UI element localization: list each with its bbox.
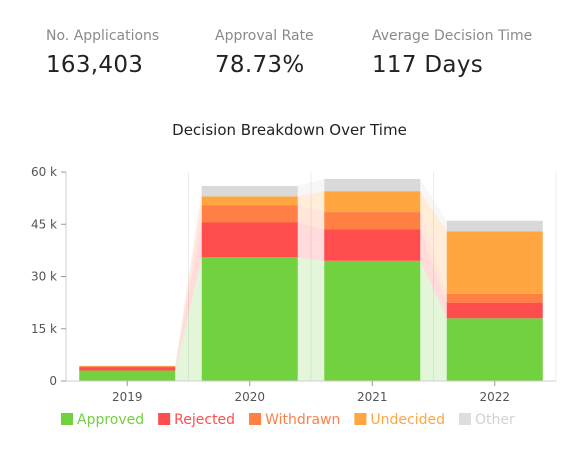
y-tick-label: 60 k	[31, 165, 57, 179]
connector-band	[175, 185, 202, 367]
legend-item: Withdrawn	[265, 412, 340, 428]
connector-band	[297, 191, 325, 213]
bars	[79, 178, 543, 381]
connector-band	[297, 257, 325, 381]
connector-band	[297, 205, 325, 230]
kpi-value: 117 Days	[372, 52, 484, 78]
legend-item: Undecided	[370, 412, 445, 428]
kpi-decision-time: Average Decision Time 117 Days	[372, 28, 532, 78]
x-tick-label: 2020	[234, 390, 265, 404]
bar-segment	[446, 302, 543, 319]
kpi-value: 78.73%	[215, 52, 305, 78]
bar-segment	[324, 260, 421, 381]
bar-segment	[446, 318, 543, 381]
kpi-label: Approval Rate	[215, 28, 314, 44]
bar-segment	[446, 220, 543, 232]
legend-item: Rejected	[174, 412, 235, 428]
legend-item: Approved	[77, 412, 144, 428]
bar-segment	[201, 185, 298, 197]
bar-segment	[324, 229, 421, 261]
bar-segment	[201, 205, 298, 223]
kpi-label: Average Decision Time	[372, 28, 533, 44]
bar-segment	[79, 367, 176, 371]
connector-band	[297, 222, 325, 261]
connector-bands	[175, 178, 447, 381]
kpi-applications: No. Applications 163,403	[46, 28, 159, 78]
legend-swatch	[61, 413, 73, 425]
x-tick-label: 2022	[479, 390, 510, 404]
bar-segment	[201, 196, 298, 206]
legend-swatch	[354, 413, 367, 425]
bar-segment	[201, 257, 298, 381]
x-tick-label: 2019	[112, 390, 143, 404]
bar-segment	[79, 366, 176, 368]
connector-band	[420, 229, 447, 319]
connector-band	[175, 257, 202, 381]
legend-swatch	[158, 413, 171, 425]
connector-band	[175, 222, 202, 371]
connector-band	[420, 212, 447, 303]
kpi-label: No. Applications	[46, 28, 160, 44]
y-tick-label: 30 k	[31, 270, 57, 284]
connector-band	[420, 178, 447, 232]
connector-band	[420, 191, 447, 294]
chart-title: Decision Breakdown Over Time	[172, 121, 407, 139]
legend: Approved Rejected Withdrawn Undecided Other	[61, 412, 515, 428]
y-tick-label: 15 k	[31, 322, 57, 336]
connector-band	[175, 205, 202, 368]
connector-band	[175, 196, 202, 367]
kpi-row: No. Applications 163,403 Approval Rate 7…	[0, 0, 579, 100]
x-tick-label: 2021	[357, 390, 388, 404]
y-tick-label: 45 k	[31, 217, 57, 231]
kpi-value: 163,403	[46, 52, 144, 78]
bar-segment	[324, 191, 421, 213]
legend-swatch	[249, 413, 262, 425]
kpi-approval-rate: Approval Rate 78.73%	[215, 28, 314, 78]
bar-segment	[324, 178, 421, 192]
bar-segment	[324, 212, 421, 230]
bar-segment	[446, 231, 543, 294]
connector-band	[420, 260, 447, 381]
bar-segment	[201, 222, 298, 258]
legend-item: Other	[475, 412, 515, 428]
legend-swatch	[459, 413, 471, 425]
connector-band	[297, 178, 325, 197]
bar-segment	[446, 293, 543, 303]
y-tick-label: 0	[49, 374, 57, 388]
bar-segment	[79, 370, 176, 381]
